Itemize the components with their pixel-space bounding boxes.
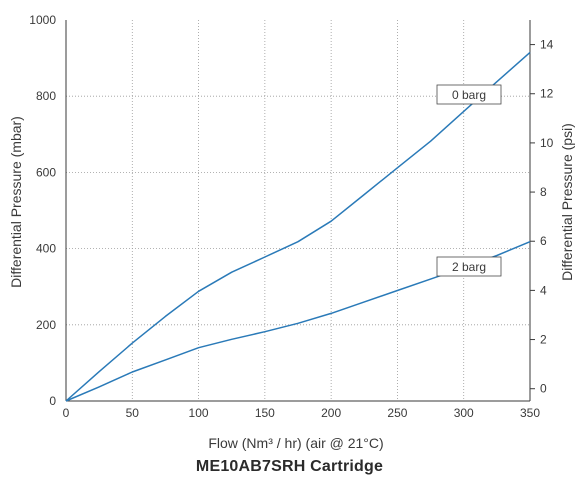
series xyxy=(65,51,531,402)
y-tick-label: 1000 xyxy=(29,13,56,27)
y2-tick-label: 10 xyxy=(540,136,554,150)
x-tick-label: 350 xyxy=(520,406,540,420)
chart-title: ME10AB7SRH Cartridge xyxy=(195,458,384,475)
y2-tick-label: 8 xyxy=(540,185,547,199)
y2-tick-label: 6 xyxy=(540,234,547,248)
series-label-box xyxy=(436,84,502,105)
y-tick-label: 200 xyxy=(36,318,56,332)
series-labels: 0 barg 2 barg xyxy=(436,84,502,277)
y-axis-ticks: 0 200 400 600 800 1000 xyxy=(29,13,56,408)
y2-axis-label: Differential Pressure (psi) xyxy=(559,123,575,281)
x-tick-label: 0 xyxy=(63,406,70,420)
y2-tick-label: 0 xyxy=(540,382,547,396)
y-tick-label: 600 xyxy=(36,165,56,179)
x-tick-label: 300 xyxy=(454,406,474,420)
x-tick-label: 50 xyxy=(126,406,140,420)
series-line-0-barg xyxy=(65,51,531,402)
series-label-text: 2 barg xyxy=(452,260,486,274)
series-label-box xyxy=(436,256,502,277)
x-tick-label: 100 xyxy=(189,406,209,420)
grid xyxy=(66,20,530,401)
series-label-2-barg: 2 barg xyxy=(436,256,502,277)
y-tick-label: 400 xyxy=(36,242,56,256)
y-axis-label: Differential Pressure (mbar) xyxy=(8,116,24,288)
y2-axis-ticks: 0 2 4 6 8 10 12 14 xyxy=(530,38,554,396)
y2-tick-label: 14 xyxy=(540,38,554,52)
y2-tick-label: 4 xyxy=(540,283,547,297)
x-tick-label: 250 xyxy=(387,406,407,420)
x-tick-label: 200 xyxy=(321,406,341,420)
series-label-0-barg: 0 barg xyxy=(436,84,502,105)
y2-tick-label: 2 xyxy=(540,333,547,347)
y-tick-label: 800 xyxy=(36,89,56,103)
y-tick-label: 0 xyxy=(49,394,56,408)
axes xyxy=(65,20,531,402)
series-label-text: 0 barg xyxy=(452,88,486,102)
x-axis-label: Flow (Nm³ / hr) (air @ 21°C) xyxy=(208,435,383,451)
y2-tick-label: 12 xyxy=(540,87,554,101)
x-tick-label: 150 xyxy=(255,406,275,420)
x-axis-ticks: 0 50 100 150 200 250 300 350 xyxy=(63,406,541,420)
